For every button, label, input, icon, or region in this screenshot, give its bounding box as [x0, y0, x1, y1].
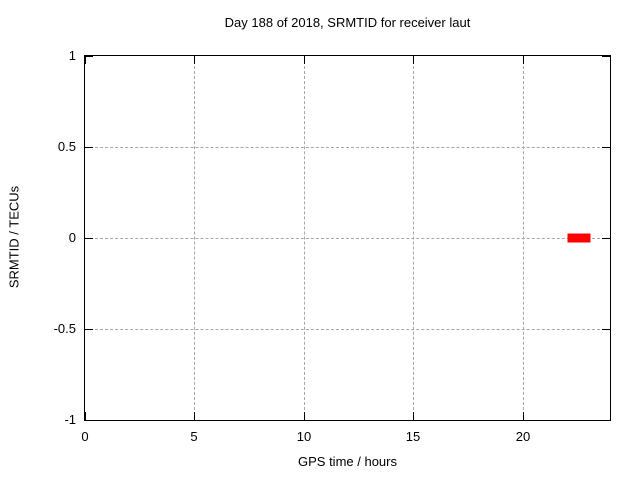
x-tick-mark-mirror — [523, 56, 524, 64]
gridline-horizontal — [85, 147, 610, 148]
x-tick-label: 10 — [296, 429, 312, 444]
x-tick-label: 20 — [515, 429, 531, 444]
x-tick-label: 0 — [81, 429, 89, 444]
chart-title: Day 188 of 2018, SRMTID for receiver lau… — [224, 15, 471, 30]
x-tick-mark — [523, 412, 524, 420]
y-tick-label: 1 — [68, 48, 76, 63]
y-tick-mark — [85, 420, 93, 421]
x-tick-mark-mirror — [194, 56, 195, 64]
y-tick-label: -0.5 — [53, 321, 76, 336]
y-tick-mark — [85, 238, 93, 239]
y-tick-mark-mirror — [602, 238, 610, 239]
x-tick-mark — [413, 412, 414, 420]
x-tick-mark-mirror — [413, 56, 414, 64]
x-tick-mark-mirror — [304, 56, 305, 64]
x-tick-label: 15 — [405, 429, 421, 444]
gridline-horizontal — [85, 329, 610, 330]
x-tick-mark — [85, 412, 86, 420]
y-tick-mark — [85, 56, 93, 57]
y-axis-label: SRMTID / TECUs — [6, 185, 22, 289]
y-tick-label: 0 — [68, 230, 76, 245]
x-tick-label: 5 — [190, 429, 198, 444]
y-tick-mark-mirror — [602, 420, 610, 421]
x-tick-mark — [304, 412, 305, 420]
plot-area: 0 5 10 15 20 -1 -0.5 0 0.5 1 — [54, 49, 611, 444]
x-tick-mark-mirror — [85, 56, 86, 64]
x-axis-label: GPS time / hours — [298, 454, 397, 469]
y-tick-mark — [85, 147, 93, 148]
y-tick-mark — [85, 329, 93, 330]
y-tick-mark-mirror — [602, 56, 610, 57]
y-tick-label: -1 — [64, 412, 76, 427]
y-tick-mark-mirror — [602, 147, 610, 148]
x-tick-mark — [194, 412, 195, 420]
gridline-horizontal — [85, 238, 610, 239]
data-point-marker — [583, 233, 591, 243]
y-tick-label: 0.5 — [57, 139, 76, 154]
y-tick-mark-mirror — [602, 329, 610, 330]
